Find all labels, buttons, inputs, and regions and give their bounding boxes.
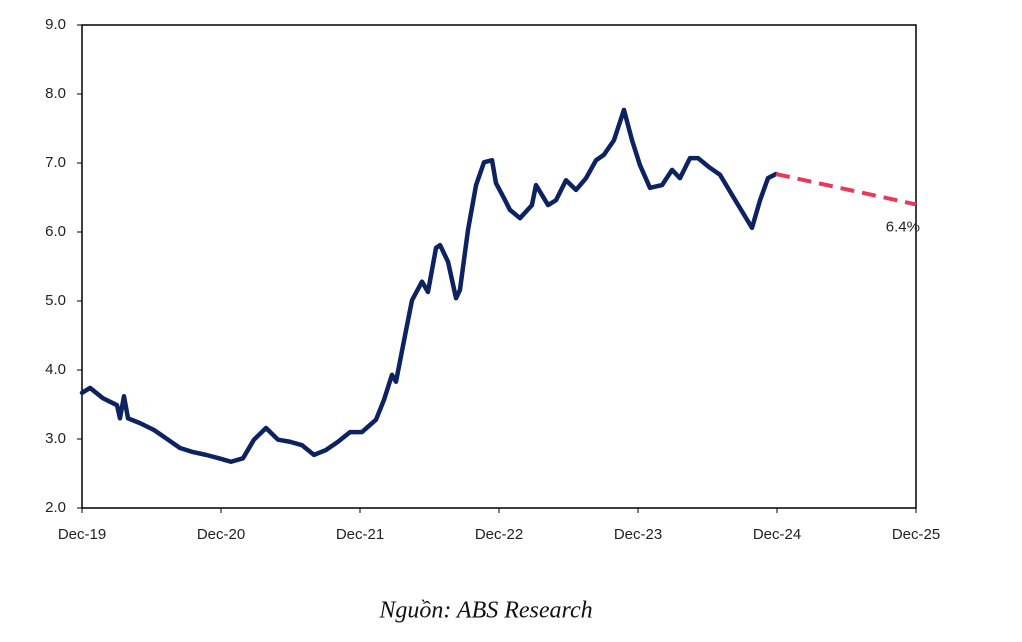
source: Nguồn: ABS Research (378, 598, 592, 624)
y-tick-label: 7.0 (45, 154, 66, 171)
plot-frame (81, 24, 917, 509)
x-tick-label: Dec-22 (475, 526, 523, 543)
forecast-line (775, 172, 917, 207)
y-tick-label: 8.0 (45, 85, 66, 102)
y-tick-label: 6.0 (45, 223, 66, 240)
x-tick-label: Dec-23 (614, 526, 662, 543)
data-line (79, 107, 779, 465)
y-tick-label: 3.0 (45, 430, 66, 447)
x-tick-label: Dec-19 (58, 526, 106, 543)
y-tick-label: 4.0 (45, 361, 66, 378)
y-tick-label: 2.0 (45, 499, 66, 516)
x-tick-label: Dec-25 (892, 526, 940, 543)
y-tick-label: 9.0 (45, 16, 66, 33)
x-tick-label: Dec-24 (753, 526, 801, 543)
y-tick-label: 5.0 (45, 292, 66, 309)
x-tick-label: Dec-21 (336, 526, 384, 543)
annotation: 6.4% (886, 218, 920, 235)
x-tick-label: Dec-20 (197, 526, 245, 543)
